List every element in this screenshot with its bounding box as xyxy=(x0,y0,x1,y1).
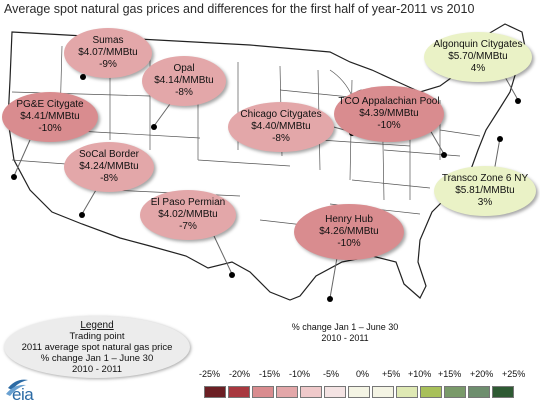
eia-logo-icon xyxy=(6,379,28,396)
pge-point xyxy=(11,174,17,180)
hub-price: $4.41/MMBtu xyxy=(20,111,80,122)
hub-bubble-opal: Opal $4.14/MMBtu -8% xyxy=(142,56,226,106)
hub-change: -8% xyxy=(100,173,118,184)
hub-name: PG&E Citygate xyxy=(16,99,84,110)
scale-swatch xyxy=(396,386,418,398)
scale-swatch xyxy=(372,386,394,398)
hub-change: -9% xyxy=(99,59,117,70)
pct-change-note: % change Jan 1 – June 30 2010 - 2011 xyxy=(290,322,400,344)
scale-swatch xyxy=(444,386,466,398)
hub-change: 3% xyxy=(477,197,493,208)
legend-line-1: Trading point xyxy=(69,330,125,342)
hub-price: $4.02/MMBtu xyxy=(158,209,218,220)
hub-bubble-pge: PG&E Citygate $4.41/MMBtu -10% xyxy=(2,92,98,142)
hub-bubble-henry: Henry Hub $4.26/MMBtu -10% xyxy=(294,204,404,260)
hub-bubble-tco: TCO Appalachian Pool $4.39/MMBtu -10% xyxy=(334,86,444,142)
hub-price: $4.26/MMBtu xyxy=(319,226,379,237)
henry-point xyxy=(327,296,333,302)
hub-price: $4.39/MMBtu xyxy=(359,108,419,119)
hub-name: Algonquin Citygates xyxy=(433,39,523,50)
scale-swatch xyxy=(276,386,298,398)
hub-name: Chicago Citygates xyxy=(240,109,322,120)
scale-swatch xyxy=(204,386,226,398)
transco-point xyxy=(497,136,503,142)
hub-bubble-permian: El Paso Permian $4.02/MMBtu -7% xyxy=(140,190,236,240)
hub-name: Opal xyxy=(173,63,195,74)
hub-bubble-chicago: Chicago Citygates $4.40/MMBtu -8% xyxy=(228,102,334,152)
legend-line-4: 2010 - 2011 xyxy=(71,363,122,375)
scale-label: +20% xyxy=(470,369,494,379)
hub-name: Henry Hub xyxy=(325,214,373,225)
opal-point xyxy=(151,124,157,130)
hub-bubble-socal: SoCal Border $4.24/MMBtu -8% xyxy=(64,142,154,192)
hub-name: Transco Zone 6 NY xyxy=(441,173,529,184)
hub-price: $5.70/MMBtu xyxy=(448,51,508,62)
scale-label: -25% xyxy=(199,369,221,379)
tco-point xyxy=(441,152,447,158)
hub-change: -10% xyxy=(38,123,62,134)
scale-swatch xyxy=(324,386,346,398)
hub-price: $4.24/MMBtu xyxy=(79,161,139,172)
scale-label: 0% xyxy=(356,369,370,379)
scale-label: -5% xyxy=(323,369,340,379)
hub-price: $4.14/MMBtu xyxy=(154,75,214,86)
scale-swatch xyxy=(348,386,370,398)
scale-swatch xyxy=(420,386,442,398)
sumas-point xyxy=(80,74,86,80)
scale-label: +15% xyxy=(438,369,462,379)
pct-note-line-1: % change Jan 1 – June 30 xyxy=(291,322,399,332)
hub-bubble-sumas: Sumas $4.07/MMBtu -9% xyxy=(64,28,152,78)
scale-label: +5% xyxy=(382,369,401,379)
hub-price: $4.07/MMBtu xyxy=(78,47,138,58)
hub-name: El Paso Permian xyxy=(150,197,226,208)
hub-name: SoCal Border xyxy=(78,149,140,160)
scale-swatch xyxy=(468,386,490,398)
hub-change: -7% xyxy=(179,221,197,232)
legend-line-3: % change Jan 1 – June 30 xyxy=(40,352,154,364)
scale-label: -15% xyxy=(259,369,281,379)
scale-swatch xyxy=(228,386,250,398)
scale-label: -10% xyxy=(289,369,311,379)
scale-swatch xyxy=(252,386,274,398)
hub-bubble-algonquin: Algonquin Citygates $5.70/MMBtu 4% xyxy=(424,32,532,82)
hub-change: 4% xyxy=(470,63,486,74)
hub-change: -10% xyxy=(377,120,401,131)
legend-heading: Legend xyxy=(80,319,114,331)
scale-label: -20% xyxy=(229,369,251,379)
algonquin-point xyxy=(515,98,521,104)
legend: Legend Trading point 2011 average spot n… xyxy=(4,316,190,378)
scale-label: +25% xyxy=(502,369,526,379)
scale-label: +10% xyxy=(408,369,432,379)
eia-logo-text: eia xyxy=(12,385,34,404)
hub-name: Sumas xyxy=(92,35,124,46)
socal-point xyxy=(79,212,85,218)
hub-change: -8% xyxy=(272,133,290,144)
hub-name: TCO Appalachian Pool xyxy=(338,96,440,107)
permian-point xyxy=(229,272,235,278)
hub-change: -8% xyxy=(175,87,193,98)
hub-change: -10% xyxy=(337,238,361,249)
pct-note-line-2: 2010 - 2011 xyxy=(321,333,369,343)
scale-swatch xyxy=(492,386,514,398)
hub-price: $4.40/MMBtu xyxy=(251,121,311,132)
scale-swatch xyxy=(300,386,322,398)
hub-bubble-transco: Transco Zone 6 NY $5.81/MMBtu 3% xyxy=(434,166,536,216)
map-title: Average spot natural gas prices and diff… xyxy=(4,2,475,16)
hub-price: $5.81/MMBtu xyxy=(455,185,515,196)
legend-line-2: 2011 average spot natural gas price xyxy=(21,341,173,353)
